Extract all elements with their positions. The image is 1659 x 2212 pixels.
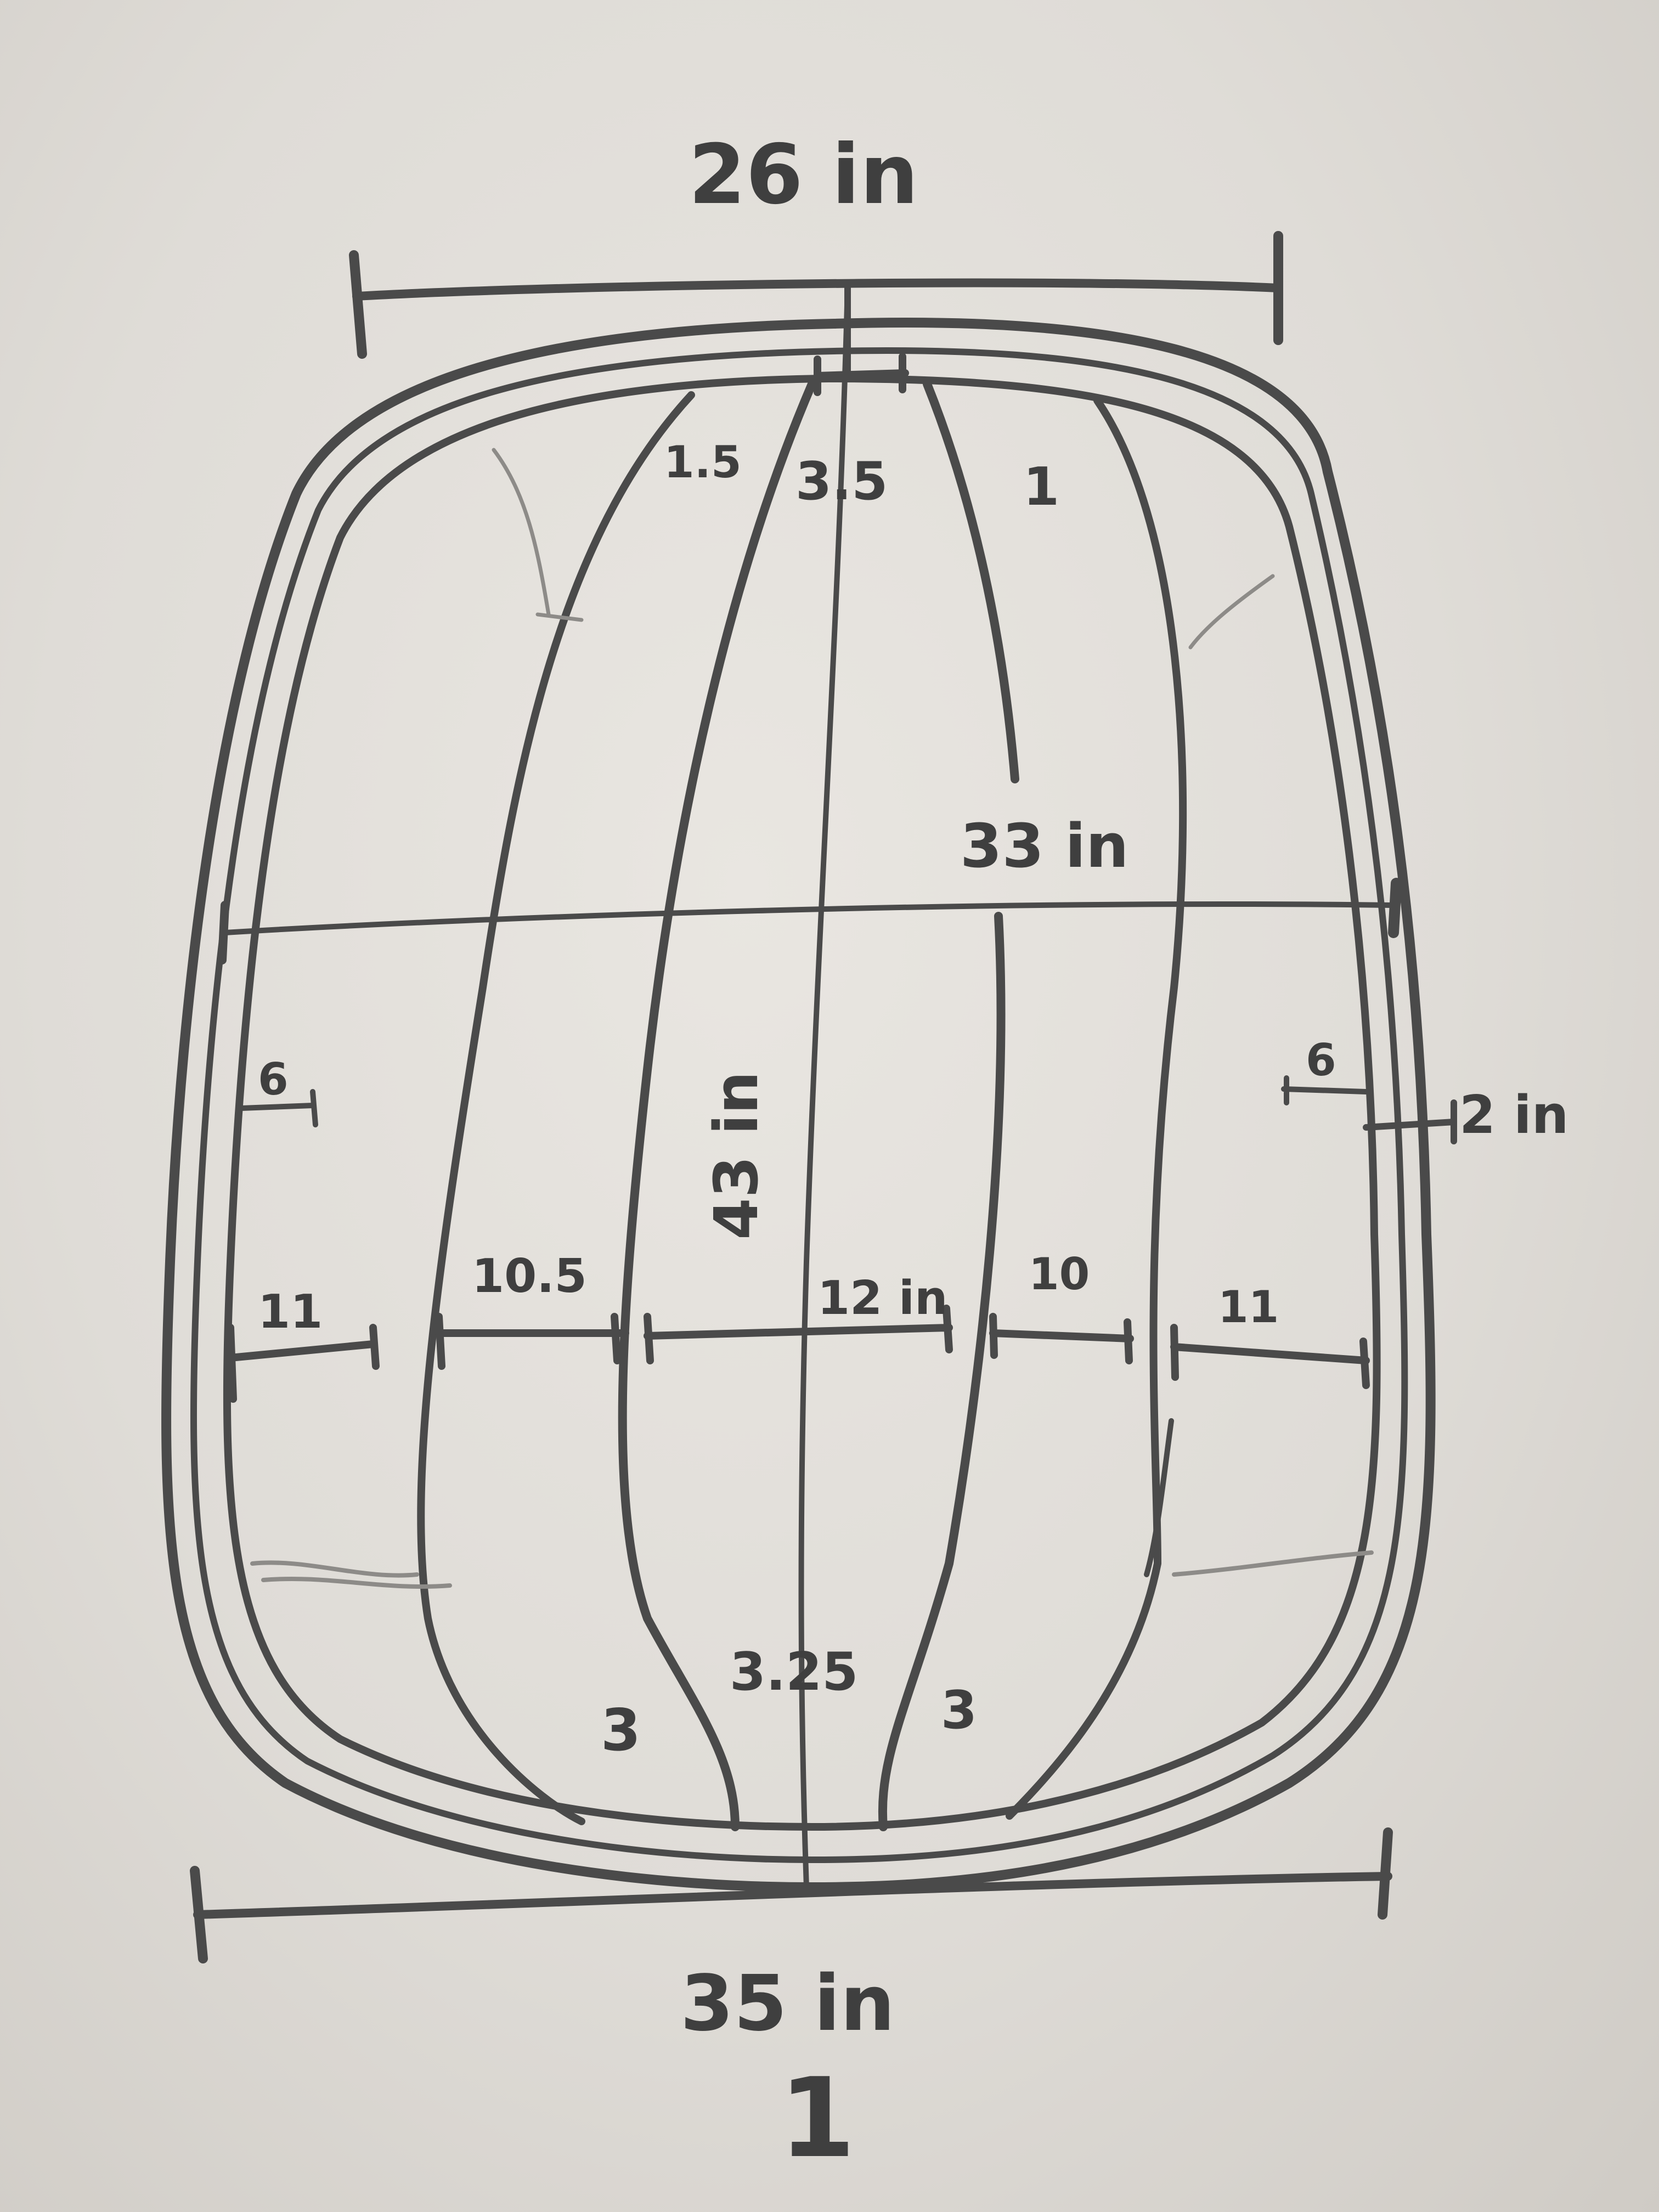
top-center-gap-label: 3.5: [795, 452, 888, 512]
bottom-mark-label: 1: [779, 2055, 855, 2182]
dim-mid-tick-left: [218, 901, 229, 964]
outer-outline: [161, 317, 1436, 1892]
seam-top-right-faint: [1188, 574, 1275, 650]
right-thickness-label: 2 in: [1459, 1085, 1568, 1146]
seam-right-inner: [878, 380, 1019, 1831]
dim-mid-line: [222, 901, 1396, 935]
dim-top-line: [352, 278, 1283, 301]
seg-right-outer-label: 11: [1218, 1282, 1279, 1333]
bottom-shading-left: [250, 1560, 452, 1589]
seg-center-label: 12 in: [817, 1271, 948, 1325]
bottom-width-label: 35 in: [680, 1959, 895, 2049]
dim-right-thickness: [1363, 1099, 1457, 1144]
dim-seg-left-outer: [227, 1324, 380, 1403]
dim-mid-tick-right: [1388, 878, 1402, 938]
seam-left-outer: [417, 391, 695, 1825]
outer-outline-pass-2: [190, 347, 1408, 1863]
seam-right-outer-hatch: [1144, 1418, 1174, 1577]
bottom-shading-right: [1172, 1550, 1374, 1577]
top-right-gap-label: 1: [1023, 457, 1059, 517]
seam-right-outer: [1006, 397, 1187, 1820]
dim-right-offset: [1281, 1075, 1369, 1105]
dim-seg-right-inner: [989, 1313, 1134, 1364]
dim-seg-center: [644, 1305, 953, 1364]
mid-width-label: 33 in: [960, 811, 1128, 881]
seam-center: [798, 283, 850, 1890]
left-offset-label: 6: [258, 1054, 289, 1105]
top-left-gap-label: 1.5: [664, 437, 742, 488]
seg-right-inner-label: 10: [1029, 1249, 1090, 1300]
seg-left-inner-label: 10.5: [472, 1249, 587, 1304]
dim-left-offset: [239, 1089, 318, 1127]
top-width-label: 26 in: [689, 127, 918, 223]
bottom-center-gap-label: 3.25: [730, 1642, 858, 1702]
dim-top-small-bar: [814, 353, 909, 396]
seam-top-left-faint: [492, 448, 584, 622]
dim-seg-left-inner: [435, 1313, 629, 1370]
dim-top-tick-left: [349, 250, 367, 359]
bottom-left-gap-label: 3: [601, 1697, 641, 1764]
right-offset-label: 6: [1306, 1035, 1336, 1086]
seam-left-inner: [618, 380, 816, 1831]
inner-outline: [223, 375, 1381, 1831]
dim-bottom-tick-left: [190, 1866, 208, 1963]
dim-bottom-line: [193, 1872, 1392, 1919]
bottom-right-gap-label: 3: [941, 1680, 977, 1741]
height-label: 43 in: [701, 1071, 771, 1240]
dim-bottom-tick-right: [1378, 1827, 1393, 1920]
dim-seg-right-outer: [1170, 1324, 1370, 1389]
seg-left-outer-label: 11: [258, 1285, 323, 1339]
